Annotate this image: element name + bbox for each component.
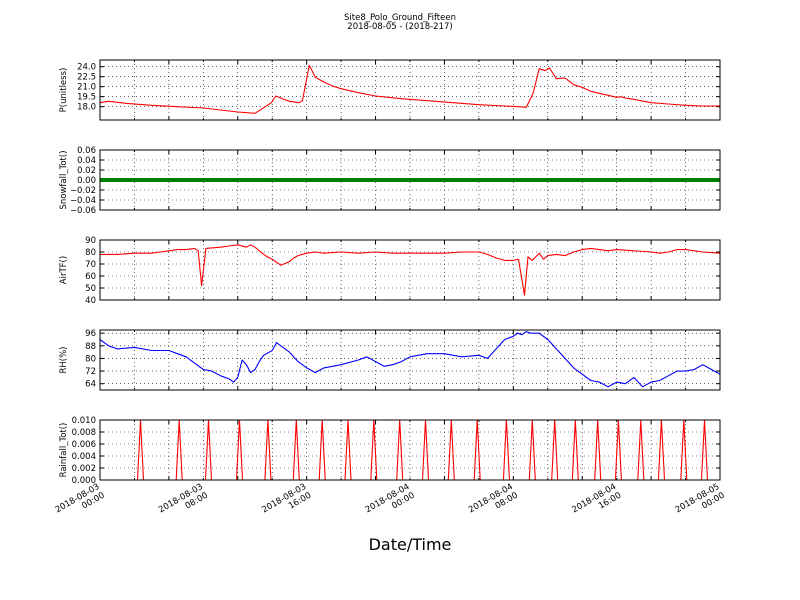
y-tick-label: 88 <box>85 342 96 352</box>
y-tick-label: 40 <box>85 296 96 306</box>
y-tick-label: 22.5 <box>77 73 96 83</box>
series-line <box>99 331 721 388</box>
series-line <box>100 244 721 296</box>
chart-panel-3: 40 50 60 70 80 90 AirTF() <box>59 236 721 306</box>
y-tick-label: 50 <box>85 284 96 294</box>
y-tick-label: 90 <box>85 236 96 246</box>
axes-frame <box>99 329 721 391</box>
y-tick-label: 19.5 <box>77 93 96 103</box>
y-tick-label: 70 <box>85 260 96 270</box>
y-axis-label: Snowfall_Tot() <box>59 150 69 209</box>
chart-panel-2: −0.06−0.04−0.020.000.020.040.06 Snowfall_… <box>59 146 721 216</box>
chart-panels: 18.019.521.022.524.0P(unitless)−0.06−0.0… <box>59 59 721 486</box>
y-tick-label: −0.04 <box>70 196 96 206</box>
y-axis-label: RH(%) <box>59 346 69 373</box>
y-tick-label: 18.0 <box>77 103 96 113</box>
x-tick-label: 2018-08-0400:00 <box>364 482 417 524</box>
x-tick-label: 2018-08-0408:00 <box>467 482 520 524</box>
x-tick-label: 2018-08-0316:00 <box>260 482 313 524</box>
y-axis-label: Rainfall_Tot() <box>59 423 69 478</box>
y-tick-label: 0.008 <box>72 428 96 438</box>
y-tick-label: 64 <box>85 380 96 390</box>
y-axis-label: P(unitless) <box>59 68 69 113</box>
x-axis-label: Date/Time <box>369 535 452 554</box>
y-tick-label: 0.000 <box>72 476 96 486</box>
y-tick-label: 24.0 <box>77 63 96 73</box>
y-tick-label: 80 <box>85 354 96 364</box>
axes-frame <box>99 59 721 121</box>
y-tick-label: −0.06 <box>70 206 96 216</box>
y-tick-label: 60 <box>85 272 96 282</box>
y-tick-label: 21.0 <box>77 83 96 93</box>
y-tick-label: 0.006 <box>72 440 96 450</box>
chart-panel-1: 18.019.521.022.524.0 P(unitless) <box>59 59 721 121</box>
x-tick-label: 2018-08-0500:00 <box>674 482 727 524</box>
series-line <box>99 64 720 114</box>
y-tick-label: 80 <box>85 248 96 258</box>
y-tick-label: −0.02 <box>70 186 96 196</box>
y-tick-label: 0.010 <box>72 416 96 426</box>
axes-frame <box>99 239 721 301</box>
axes-frame <box>99 149 721 211</box>
y-tick-label: 0.00 <box>77 176 96 186</box>
y-tick-label: 0.02 <box>77 166 96 176</box>
x-tick-label: 2018-08-0300:00 <box>54 482 107 524</box>
y-axis-label: AirTF() <box>59 256 69 284</box>
figure-subtitle: 2018-08-05 - (2018-217) <box>347 22 452 32</box>
y-tick-label: 96 <box>85 329 96 339</box>
y-tick-label: 0.06 <box>77 146 96 156</box>
y-tick-label: 0.002 <box>72 464 96 474</box>
y-tick-label: 72 <box>85 367 96 377</box>
x-tick-labels: 2018-08-0300:00 2018-08-0308:00 2018-08-03… <box>54 482 727 524</box>
x-tick-label: 2018-08-0416:00 <box>570 482 623 524</box>
axes-frame <box>99 419 721 481</box>
y-tick-label: 0.04 <box>77 156 96 166</box>
chart-panel-4: 64 72 80 88 96 RH(%) <box>59 329 721 391</box>
y-tick-label: 0.004 <box>72 452 96 462</box>
x-tick-label: 2018-08-0308:00 <box>157 482 210 524</box>
chart-panel-5: 0.000 0.002 0.004 0.006 0.008 0.010Rainfall_T… <box>59 416 721 486</box>
figure-title: Site8_Polo_Ground_Fifteen <box>344 13 456 23</box>
